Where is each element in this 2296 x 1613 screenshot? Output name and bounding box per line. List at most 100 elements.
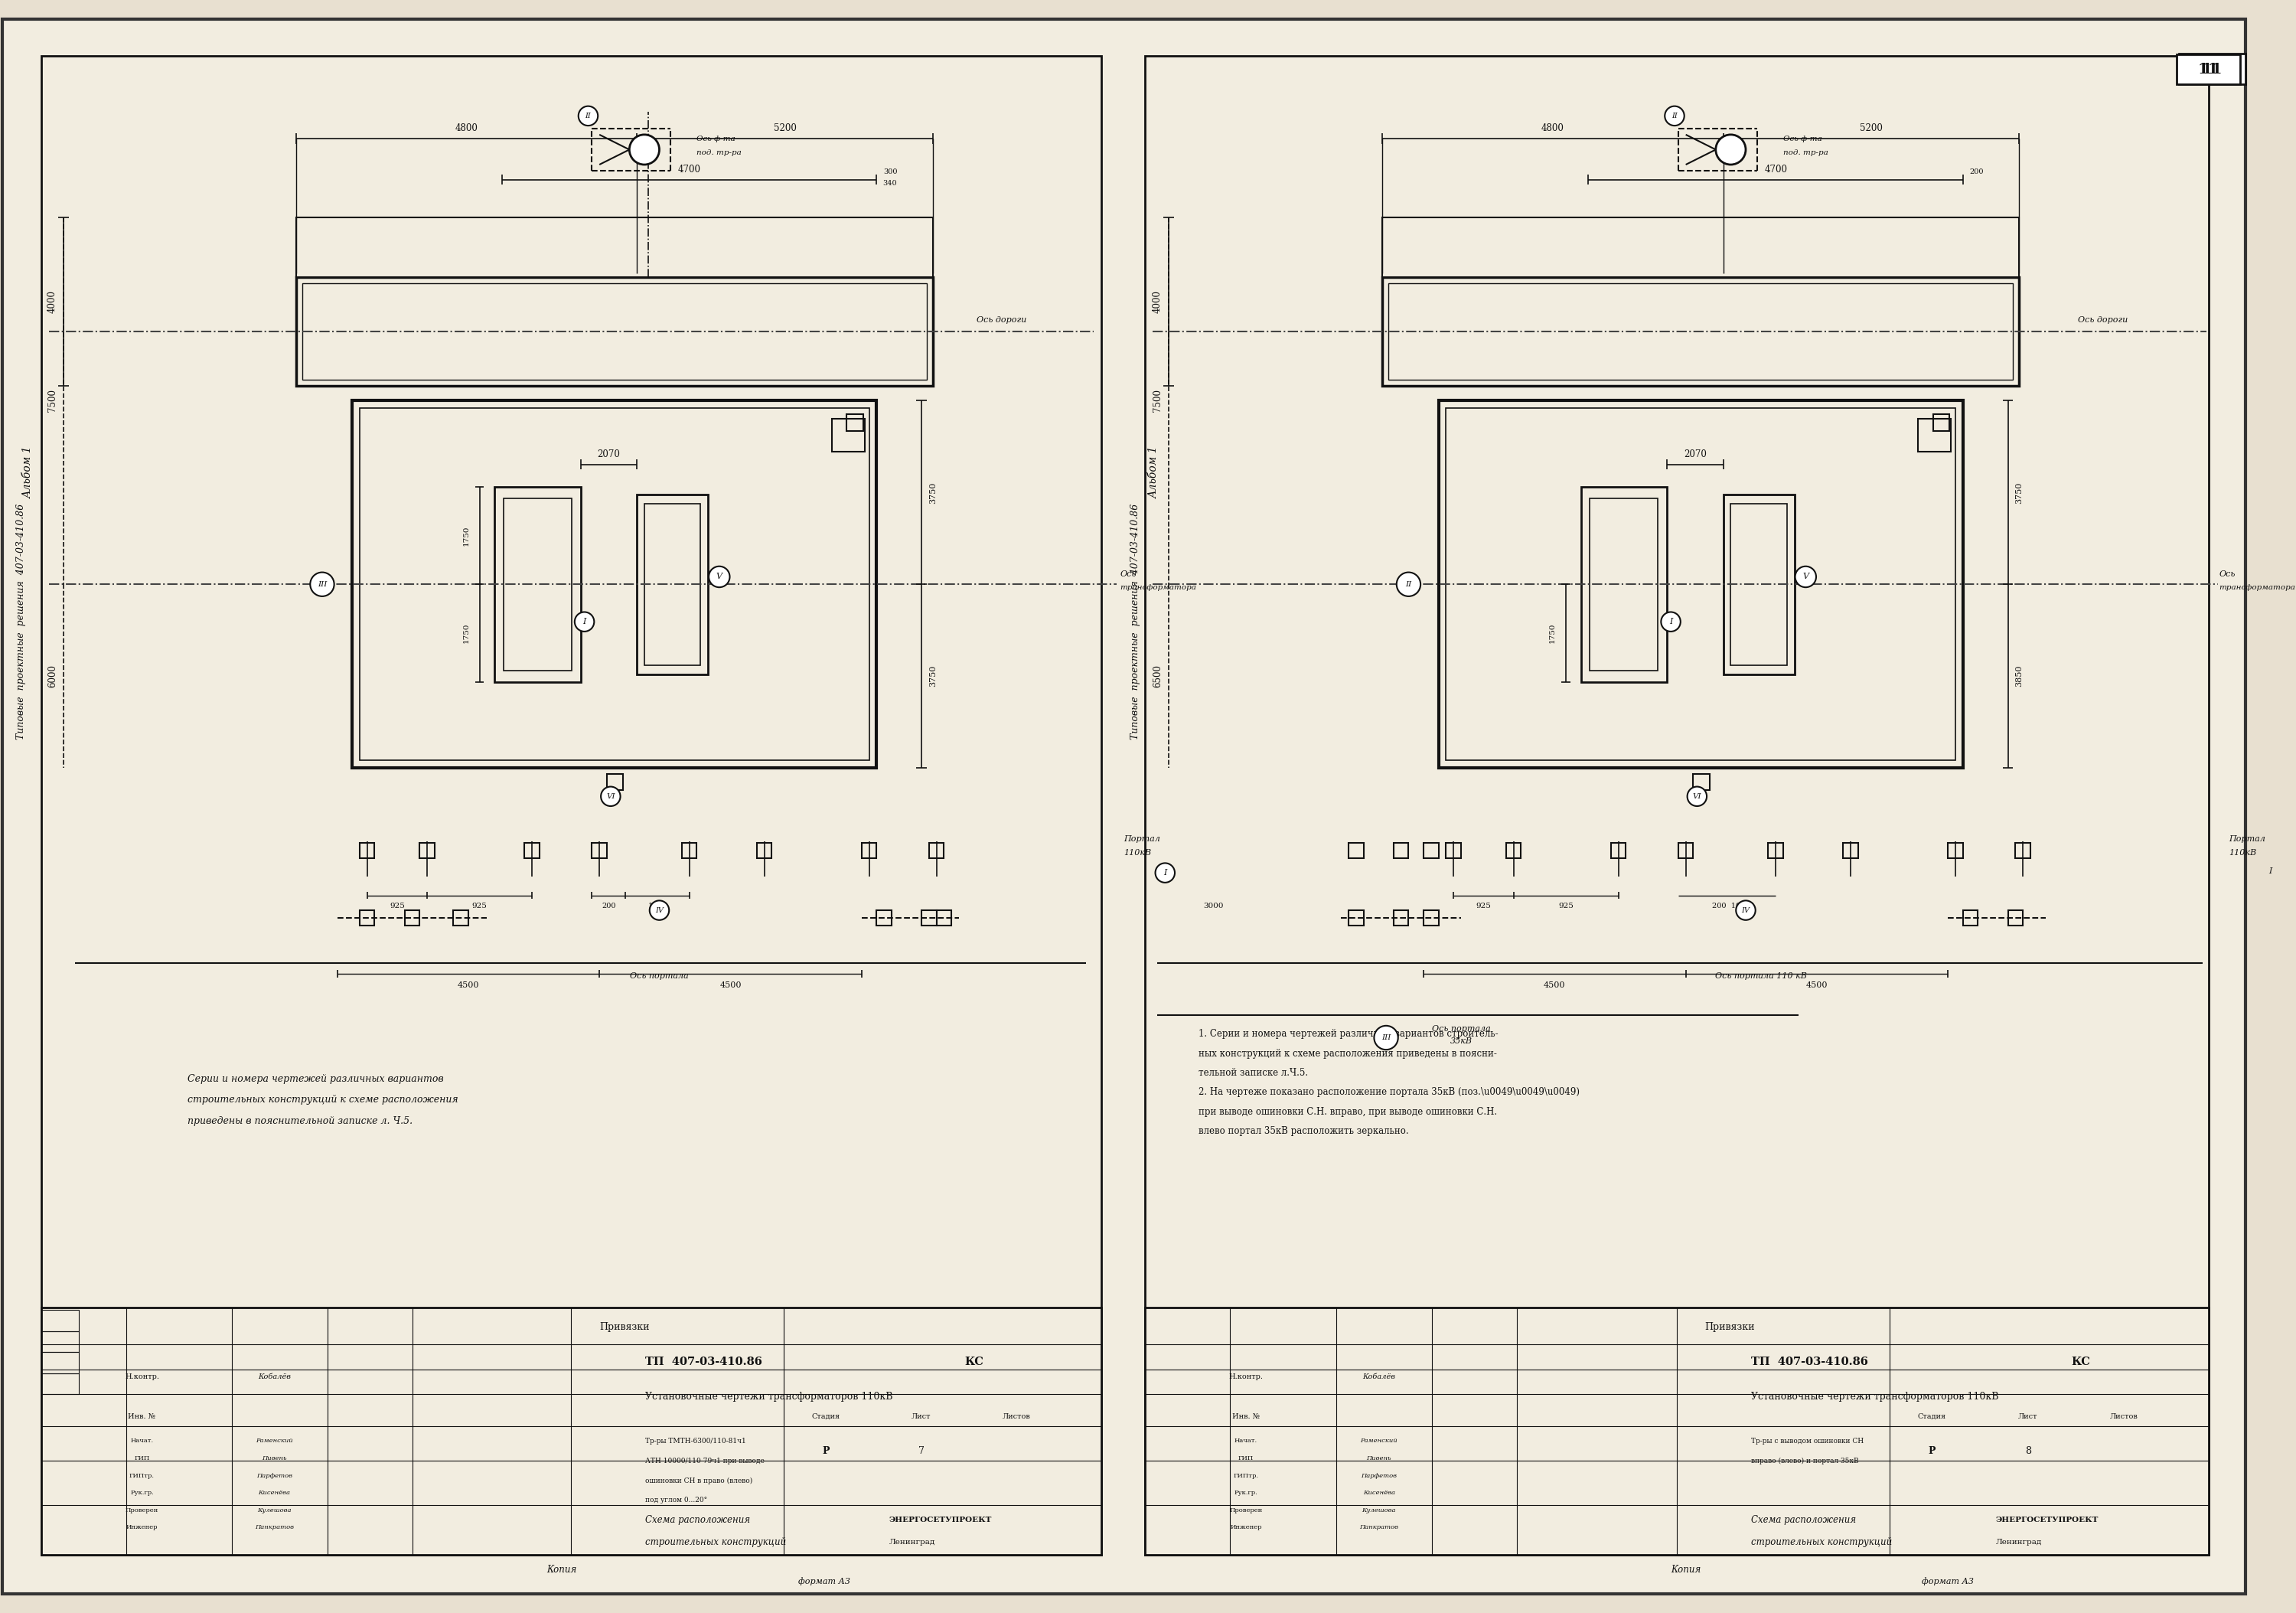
Bar [41,1352,78,1373]
Text: КС: КС [2071,1357,2092,1368]
Text: ошиновки СН в право (влево): ошиновки СН в право (влево) [645,1478,753,1484]
Text: Раменский: Раменский [255,1437,294,1444]
Text: трансформатора: трансформатора [1120,584,1196,590]
Circle shape [1715,134,1745,165]
Bar [606,774,622,790]
Text: V: V [716,573,723,581]
Text: Проверен: Проверен [126,1507,158,1513]
Text: 35кВ: 35кВ [1449,1037,1472,1045]
Text: Инв. №: Инв. № [129,1413,156,1419]
Bar [1612,844,1626,858]
Text: Инженер: Инженер [1231,1524,1263,1531]
Bar [360,408,870,760]
Text: 1. Серии и номера чертежей различных вариантов строитель-: 1. Серии и номера чертежей различных вар… [1199,1029,1499,1039]
Text: Начат.: Начат. [131,1437,154,1444]
Text: Ось портала 110 кВ: Ось портала 110 кВ [1715,973,1807,981]
Bar [360,910,374,926]
Text: II: II [1405,581,1412,587]
Text: I: I [1164,869,1166,876]
Text: Лист: Лист [2018,1413,2037,1419]
Text: 3750: 3750 [930,482,937,503]
Text: 110кВ: 110кВ [2229,848,2257,857]
Text: Пивень: Пивень [262,1455,287,1461]
Text: Копия: Копия [546,1565,576,1574]
Text: 4500: 4500 [457,981,480,989]
Bar [41,56,1102,1555]
Text: Портал: Портал [2229,836,2266,844]
Text: V: V [1802,573,1809,581]
Text: Проверен: Проверен [1228,1507,1263,1513]
Bar [452,910,468,926]
Circle shape [2262,861,2280,881]
Text: IV: IV [1743,907,1750,913]
Bar [1589,498,1658,671]
Text: 200  1000: 200 1000 [1713,902,1750,910]
Text: 4000: 4000 [1153,290,1162,313]
Bar [1146,1308,2209,1555]
Text: Типовые  проектные  решения  407-03-410.86: Типовые проектные решения 407-03-410.86 [16,503,25,740]
Bar [2179,53,2245,84]
Text: 4500: 4500 [1543,981,1566,989]
Circle shape [1688,787,1706,806]
Text: VI: VI [606,794,615,800]
Bar [41,1373,78,1394]
Text: 11: 11 [2197,63,2218,76]
Bar [847,415,863,431]
Text: формат А3: формат А3 [1922,1578,1975,1586]
Bar [937,910,951,926]
Text: 4500: 4500 [1807,981,1828,989]
Text: I: I [1669,618,1671,626]
Text: 7500: 7500 [48,389,57,413]
Text: Кобалёв: Кобалёв [1362,1373,1396,1381]
Bar [1678,844,1692,858]
Bar [41,1331,78,1352]
Bar [523,844,540,858]
Text: Ось дороги: Ось дороги [976,316,1026,324]
Text: АТН-10000/110-79ч1 при выводе: АТН-10000/110-79ч1 при выводе [645,1458,765,1465]
Bar [503,498,572,671]
Text: строительных конструкций: строительных конструкций [1752,1537,1892,1547]
Text: Панкратов: Панкратов [1359,1524,1398,1531]
Bar [645,503,700,665]
Text: Тр-ры ТМТН-6300/110-81ч1: Тр-ры ТМТН-6300/110-81ч1 [645,1437,746,1445]
Text: 200: 200 [1970,169,1984,176]
Bar [682,844,696,858]
Bar [877,910,891,926]
Text: 925: 925 [1559,902,1573,910]
Text: приведены в пояснительной записке л. Ч.5.: приведены в пояснительной записке л. Ч.5… [188,1116,413,1126]
Text: 3850: 3850 [2016,665,2023,687]
Circle shape [1660,611,1681,632]
Bar [861,844,877,858]
Text: II: II [585,113,590,119]
Circle shape [579,106,597,126]
Bar [1382,277,2018,386]
Text: Кобалёв: Кобалёв [257,1373,292,1381]
Text: Ось портала: Ось портала [629,973,689,981]
Text: 5200: 5200 [774,123,797,132]
Text: 8: 8 [2025,1445,2032,1457]
Bar [1446,408,1956,760]
Text: 925: 925 [473,902,487,910]
Text: вправо (влево) и портал 35кВ: вправо (влево) и портал 35кВ [1752,1457,1860,1465]
Text: ТП  407-03-410.86: ТП 407-03-410.86 [645,1357,762,1368]
Bar [351,400,877,768]
Text: 2070: 2070 [597,450,620,460]
Text: 925: 925 [390,902,404,910]
Text: Раменский: Раменский [1359,1437,1398,1444]
Text: трансформатора: трансформатора [2220,584,2296,590]
Text: Альбом 1: Альбом 1 [1148,445,1159,498]
Bar [303,282,928,379]
Text: под углом 0...20°: под углом 0...20° [645,1497,707,1503]
Circle shape [629,134,659,165]
Text: Тр-ры c выводом ошиновки СН: Тр-ры c выводом ошиновки СН [1752,1437,1864,1445]
Text: Рук.гр.: Рук.гр. [1235,1490,1258,1495]
Text: влево портал 35кВ расположить зеркально.: влево портал 35кВ расположить зеркально. [1199,1126,1410,1136]
Text: Лист: Лист [912,1413,930,1419]
Text: ГИПтр.: ГИПтр. [129,1473,154,1479]
Text: Кулешова: Кулешова [257,1507,292,1513]
Text: 3750: 3750 [2016,482,2023,503]
Circle shape [1373,1026,1398,1050]
Text: Портал: Портал [1123,836,1159,844]
Text: 4700: 4700 [1763,165,1786,174]
Text: Схема расположения: Схема расположения [1752,1515,1855,1526]
